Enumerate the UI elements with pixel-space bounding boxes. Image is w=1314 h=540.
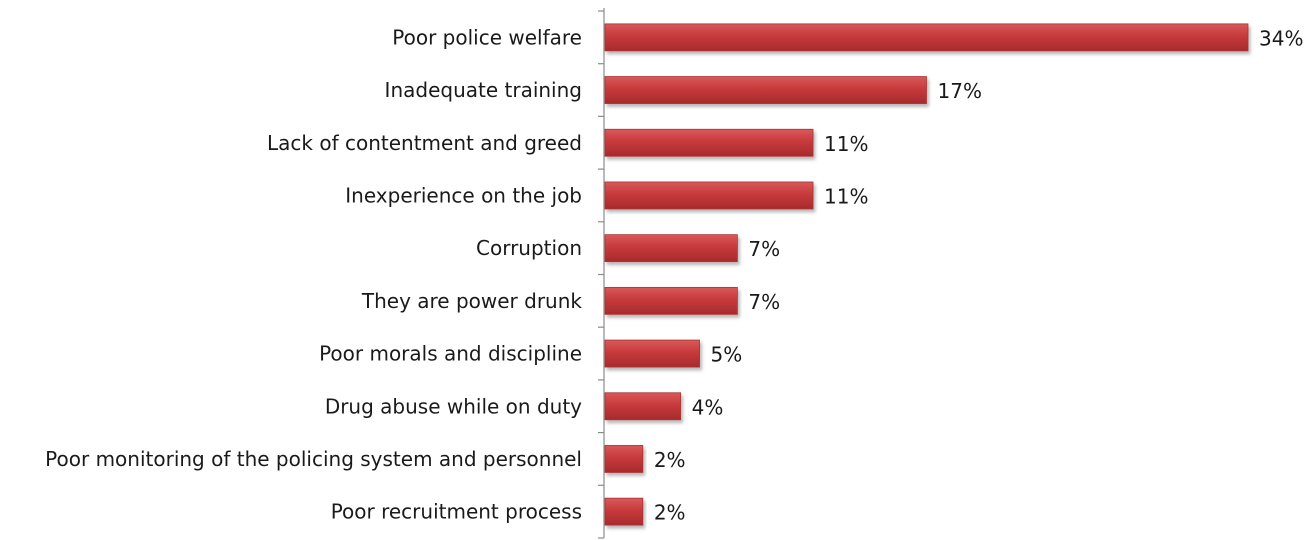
value-label: 2%: [654, 501, 686, 525]
category-label: Inexperience on the job: [345, 183, 582, 207]
bar: [604, 392, 682, 421]
y-axis: [598, 8, 605, 539]
value-label: 2%: [654, 448, 686, 472]
category-label: Poor recruitment process: [331, 500, 582, 524]
category-labels: Poor police welfare Inadequate training La…: [45, 25, 582, 523]
category-label: Corruption: [476, 236, 582, 260]
category-label: Poor morals and discipline: [319, 342, 582, 366]
value-label: 7%: [748, 290, 780, 314]
bar: [604, 286, 738, 315]
bar: [604, 445, 644, 473]
category-label: Inadequate training: [385, 78, 582, 102]
bar: [604, 76, 927, 104]
category-label: Lack of contentment and greed: [267, 131, 582, 155]
value-label: 7%: [748, 237, 780, 261]
value-label: 5%: [711, 343, 743, 367]
category-label: Drug abuse while on duty: [325, 394, 582, 418]
value-label: 4%: [692, 395, 724, 419]
category-label: Poor police welfare: [392, 25, 582, 49]
value-label: 17%: [938, 79, 982, 103]
bar: [604, 128, 814, 157]
value-labels: 34% 17% 11% 11% 7% 7% 5% 4% 2% 2%: [654, 26, 1304, 524]
bar: [604, 234, 738, 263]
bars: [604, 23, 1249, 526]
bar: [604, 23, 1249, 52]
value-label: 11%: [824, 132, 868, 156]
bar: [604, 497, 644, 526]
bar: [604, 181, 814, 210]
value-label: 11%: [824, 184, 868, 208]
category-label: Poor monitoring of the policing system a…: [45, 447, 582, 471]
value-label: 34%: [1259, 26, 1303, 50]
category-label: They are power drunk: [361, 289, 583, 313]
bar: [604, 339, 700, 368]
